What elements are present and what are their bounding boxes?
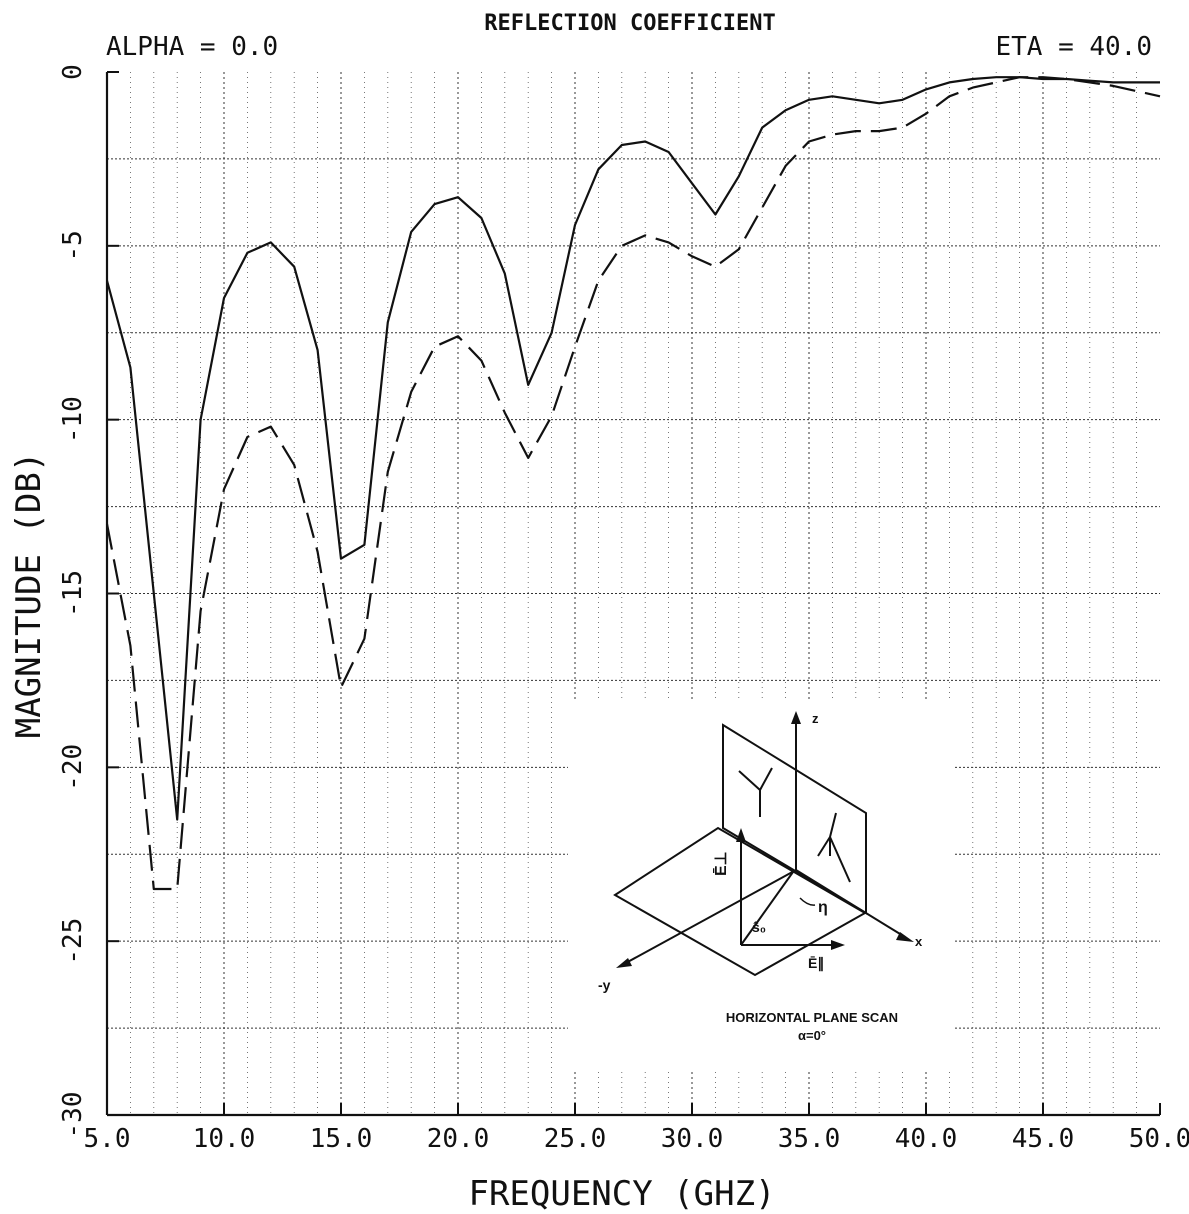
- x-tick-label: 40.0: [895, 1124, 958, 1154]
- x-tick-label: 30.0: [661, 1124, 724, 1154]
- chart-title: REFLECTION COEFFICIENT: [484, 11, 775, 36]
- y-tick-label: 0: [58, 64, 88, 80]
- eta-annotation: ETA = 40.0: [995, 32, 1152, 62]
- tick-layer: 5.0 10.0 15.0 20.0 25.0 30.0 35.0 40.0 45.0 50.0 0…: [58, 64, 1189, 1154]
- antenna-elements: [738, 767, 851, 883]
- s0-label: ŝ₀: [752, 919, 766, 935]
- z-label: z: [812, 711, 819, 726]
- neg-y-arrow-icon: [616, 958, 632, 968]
- alpha-annotation: ALPHA = 0.0: [106, 32, 278, 62]
- antenna-right-icon: [817, 812, 851, 883]
- x-tick-label: 50.0: [1129, 1124, 1189, 1154]
- series-line-dashed: [105, 76, 1161, 891]
- x-tick-label: 5.0: [84, 1124, 131, 1154]
- eta-label: η: [818, 899, 828, 916]
- z-arrow-icon: [791, 711, 801, 724]
- inset-caption: HORIZONTAL PLANE SCAN: [726, 1010, 898, 1025]
- x-tick-label: 10.0: [193, 1124, 256, 1154]
- antenna-left-icon: [738, 767, 773, 817]
- x-tick-label: 15.0: [310, 1124, 373, 1154]
- x-label: x: [915, 934, 923, 949]
- x-axis-line: [795, 869, 906, 938]
- x-tick-label: 45.0: [1012, 1124, 1075, 1154]
- series-line-solid: [105, 76, 1160, 821]
- s0-vector: [740, 871, 794, 946]
- x-arrow-icon: [896, 932, 914, 942]
- x-axis-label: FREQUENCY (GHZ): [468, 1174, 775, 1214]
- y-tick-label: -20: [58, 744, 88, 791]
- x-tick-label: 25.0: [544, 1124, 607, 1154]
- y-tick-label: -30: [58, 1092, 88, 1139]
- e-perp-label: Ē⊥: [711, 851, 730, 876]
- e-perp-arrow-icon: [736, 828, 746, 842]
- inset-diagram: z x -y Ē⊥ Ē∥ ŝ₀ η HORIZONTAL PLANE SCAN …: [568, 700, 953, 1070]
- neg-y-label: -y: [598, 977, 611, 993]
- e-par-arrow-icon: [831, 940, 845, 950]
- y-tick-label: -10: [58, 396, 88, 443]
- eta-arc: [799, 897, 816, 906]
- neg-y-axis-line: [623, 869, 797, 965]
- x-tick-label: 35.0: [778, 1124, 841, 1154]
- y-tick-label: -25: [58, 918, 88, 965]
- e-par-label: Ē∥: [808, 955, 824, 972]
- y-tick-label: -5: [58, 230, 88, 261]
- series-layer: [105, 76, 1161, 891]
- y-tick-label: -15: [58, 570, 88, 617]
- x-tick-label: 20.0: [427, 1124, 490, 1154]
- inset-subcaption: α=0°: [798, 1028, 826, 1043]
- y-axis-label: MAGNITUDE (DB): [9, 452, 49, 739]
